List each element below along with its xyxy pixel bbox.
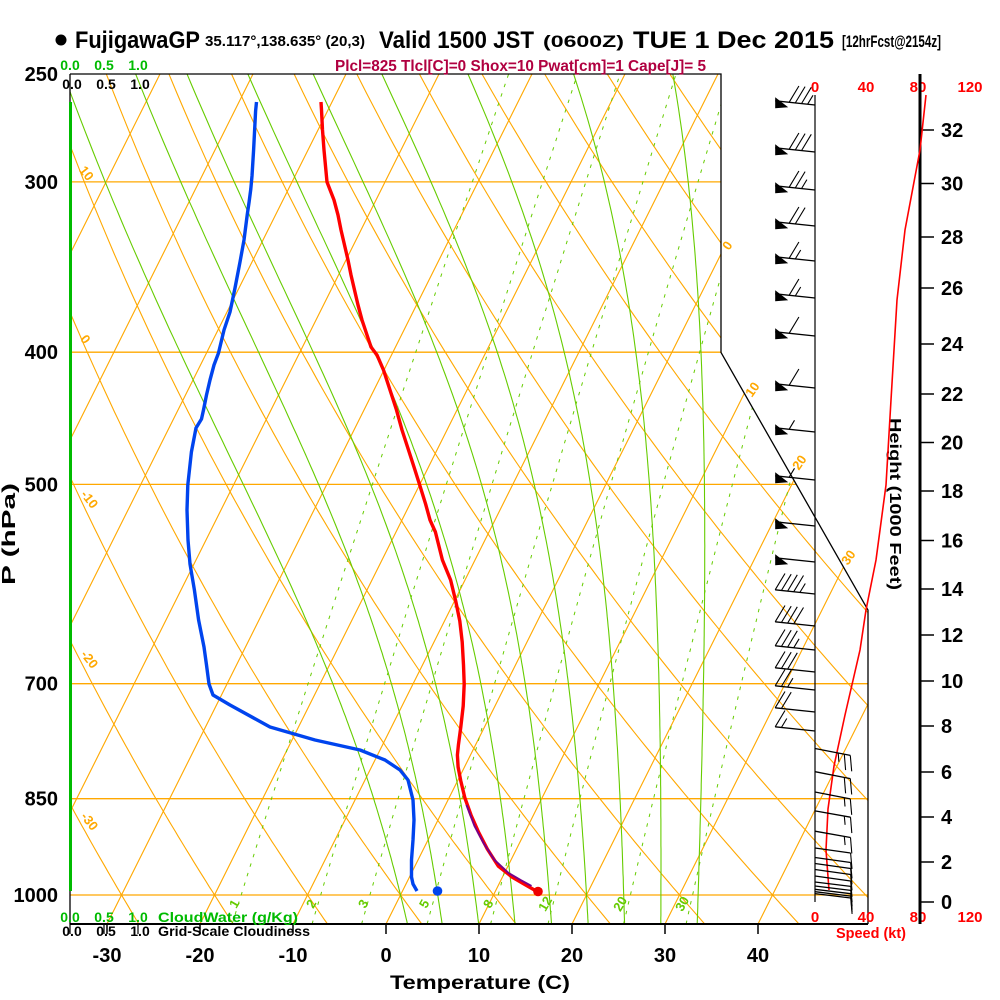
svg-text:0.5: 0.5 — [96, 923, 116, 939]
svg-text:120: 120 — [957, 79, 982, 96]
svg-text:500: 500 — [25, 474, 58, 496]
svg-text:250: 250 — [25, 64, 58, 86]
svg-text:850: 850 — [25, 789, 58, 811]
svg-text:40: 40 — [858, 909, 875, 926]
svg-text:0: 0 — [811, 79, 819, 96]
svg-text:1.0: 1.0 — [130, 923, 150, 939]
svg-text:20: 20 — [561, 945, 583, 967]
svg-text:40: 40 — [858, 79, 875, 96]
svg-text:18: 18 — [941, 481, 963, 503]
svg-text:12: 12 — [941, 625, 963, 647]
svg-text:20: 20 — [789, 452, 810, 472]
svg-text:Height (1000 Feet): Height (1000 Feet) — [886, 418, 903, 590]
svg-text:0.5: 0.5 — [96, 76, 116, 92]
svg-text:CloudWater (g/Kg): CloudWater (g/Kg) — [158, 909, 298, 925]
svg-text:0.0: 0.0 — [62, 923, 82, 939]
svg-text:40: 40 — [747, 945, 769, 967]
svg-text:1.0: 1.0 — [128, 57, 148, 73]
svg-text:14: 14 — [941, 579, 964, 601]
svg-text:Plcl=825 Tlcl[C]=0 Shox=10 Pwa: Plcl=825 Tlcl[C]=0 Shox=10 Pwat[cm]=1 Ca… — [335, 58, 706, 75]
svg-text:Temperature (C): Temperature (C) — [390, 973, 570, 994]
svg-text:32: 32 — [941, 120, 963, 142]
svg-text:10: 10 — [941, 671, 963, 693]
svg-text:[12hrFcst@2154z]: [12hrFcst@2154z] — [842, 32, 941, 51]
svg-text:8: 8 — [941, 716, 952, 738]
svg-text:80: 80 — [910, 79, 927, 96]
svg-text:(0600Z): (0600Z) — [543, 32, 624, 51]
svg-text:12: 12 — [535, 894, 555, 914]
svg-text:120: 120 — [957, 909, 982, 926]
svg-text:20: 20 — [610, 894, 630, 914]
svg-text:20: 20 — [941, 433, 963, 455]
svg-text:80: 80 — [910, 909, 927, 926]
svg-text:0.0: 0.0 — [62, 76, 82, 92]
svg-text:0.5: 0.5 — [94, 909, 114, 925]
svg-text:700: 700 — [25, 674, 58, 696]
svg-text:24: 24 — [941, 334, 964, 356]
svg-text:-10: -10 — [279, 945, 308, 967]
svg-text:Speed (kt): Speed (kt) — [836, 925, 906, 942]
svg-text:0.0: 0.0 — [60, 909, 80, 925]
svg-text:30: 30 — [654, 945, 676, 967]
svg-text:300: 300 — [25, 172, 58, 194]
svg-text:400: 400 — [25, 342, 58, 364]
svg-text:26: 26 — [941, 278, 963, 300]
svg-text:30: 30 — [941, 174, 963, 196]
svg-text:16: 16 — [941, 531, 963, 553]
svg-text:0: 0 — [380, 945, 391, 967]
svg-text:35.117°,138.635° (20,3): 35.117°,138.635° (20,3) — [205, 33, 365, 50]
svg-text:10: 10 — [742, 379, 763, 399]
svg-text:0: 0 — [811, 909, 819, 926]
svg-text:6: 6 — [941, 762, 952, 784]
svg-text:2: 2 — [941, 852, 952, 874]
svg-text:0: 0 — [941, 892, 952, 914]
svg-text:30: 30 — [838, 547, 859, 567]
svg-text:-20: -20 — [186, 945, 215, 967]
svg-text:0.5: 0.5 — [94, 57, 114, 73]
svg-text:1.0: 1.0 — [130, 76, 150, 92]
svg-text:4: 4 — [941, 807, 953, 829]
svg-text:P (hPa): P (hPa) — [0, 483, 19, 585]
svg-text:30: 30 — [672, 894, 692, 914]
svg-text:FujigawaGP: FujigawaGP — [75, 27, 200, 54]
svg-text:0.0: 0.0 — [60, 57, 80, 73]
svg-text:1.0: 1.0 — [128, 909, 148, 925]
svg-text:10: 10 — [468, 945, 490, 967]
svg-text:Grid-Scale Cloudiness: Grid-Scale Cloudiness — [158, 923, 310, 939]
svg-text:Valid 1500 JST: Valid 1500 JST — [379, 27, 534, 54]
svg-text:1000: 1000 — [14, 885, 59, 907]
svg-text:28: 28 — [941, 227, 963, 249]
svg-text:22: 22 — [941, 384, 963, 406]
svg-text:-30: -30 — [93, 945, 122, 967]
svg-text:TUE 1 Dec 2015: TUE 1 Dec 2015 — [633, 27, 834, 54]
